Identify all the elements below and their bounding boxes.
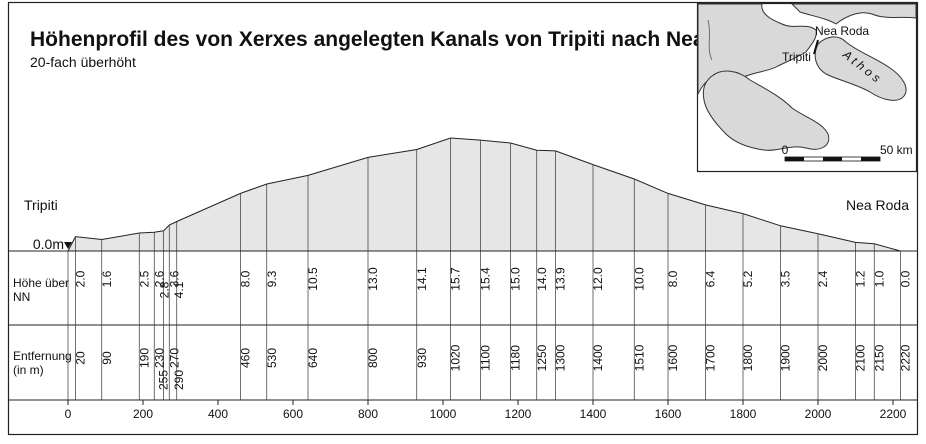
height-value-label: 14.1 bbox=[415, 267, 429, 291]
axis-tick-label: 1000 bbox=[430, 407, 457, 421]
height-value-label: 15.0 bbox=[509, 267, 523, 291]
scale-bar-start-label: 0 bbox=[782, 143, 789, 157]
distance-value-label: 1180 bbox=[509, 345, 523, 371]
distance-value-label: 1900 bbox=[779, 344, 793, 371]
height-value-label: 13.9 bbox=[554, 267, 568, 291]
axis-tick-label: 400 bbox=[208, 407, 228, 421]
distance-value-label: 1100 bbox=[479, 345, 493, 371]
axis-tick-label: 0 bbox=[65, 407, 72, 421]
distance-value-label: 530 bbox=[265, 348, 279, 368]
scale-bar-end-label: 50 km bbox=[880, 143, 913, 157]
axis-ticks-group: 0 200 400 600 800 1000 1200 1400 1600 1800 2000 220… bbox=[65, 400, 907, 421]
value-labels-group: 2.0 20 1.6 90 2.5 190 2.6 230 2.8 255 3.6 270 4.1 290… bbox=[74, 267, 913, 390]
axis-tick-label: 2200 bbox=[880, 407, 907, 421]
distance-value-label: 230 bbox=[152, 348, 166, 368]
figure-subtitle: 20-fach überhöht bbox=[30, 54, 136, 70]
height-value-label: 1.2 bbox=[854, 270, 868, 287]
distance-value-label: 1250 bbox=[535, 344, 549, 371]
distance-value-label: 800 bbox=[366, 348, 380, 368]
height-value-label: 15.4 bbox=[479, 267, 493, 291]
height-value-label: 8.0 bbox=[666, 270, 680, 287]
height-value-label: 2.0 bbox=[74, 270, 88, 287]
distance-value-label: 2100 bbox=[854, 344, 868, 371]
distance-row-label-line1: Entfernung bbox=[13, 349, 72, 363]
distance-value-label: 2150 bbox=[872, 344, 886, 371]
zero-level-marker bbox=[64, 242, 72, 249]
figure-border bbox=[7, 1, 919, 436]
distance-value-label: 255 bbox=[157, 370, 171, 390]
axis-tick-label: 600 bbox=[283, 407, 303, 421]
end-place-label: Nea Roda bbox=[846, 197, 909, 213]
height-value-label: 2.4 bbox=[816, 270, 830, 287]
height-value-label: 9.3 bbox=[265, 270, 279, 287]
distance-value-label: 1700 bbox=[704, 344, 718, 371]
distance-value-label: 90 bbox=[100, 351, 114, 365]
inset-map-north-coast bbox=[790, 3, 917, 25]
height-value-label: 8.0 bbox=[239, 270, 253, 287]
distance-value-label: 1020 bbox=[449, 344, 463, 371]
axis-tick-label: 1600 bbox=[655, 407, 682, 421]
inset-map-label-tripiti: Tripiti bbox=[782, 50, 811, 64]
height-value-label: 13.0 bbox=[366, 267, 380, 291]
distance-value-label: 640 bbox=[306, 348, 320, 368]
distance-value-label: 1800 bbox=[741, 344, 755, 371]
start-place-label: Tripiti bbox=[24, 197, 58, 213]
height-value-label: 12.0 bbox=[591, 267, 605, 291]
distance-value-label: 2220 bbox=[899, 344, 913, 371]
height-value-label: 1.0 bbox=[872, 270, 886, 287]
distance-value-label: 190 bbox=[137, 348, 151, 368]
profile-area-group bbox=[67, 137, 901, 252]
height-value-label: 10.5 bbox=[306, 267, 320, 291]
height-value-label: 3.5 bbox=[779, 270, 793, 287]
inset-map-scale-bar: 0 50 km bbox=[782, 143, 913, 162]
inset-map-label-nea-roda: Nea Roda bbox=[815, 24, 869, 38]
inset-map-river bbox=[707, 19, 713, 61]
inset-map-canal bbox=[813, 39, 819, 55]
height-row-label-line2: NN bbox=[13, 290, 30, 304]
height-value-label: 2.8 bbox=[158, 281, 172, 298]
distance-value-label: 1600 bbox=[666, 344, 680, 371]
distance-value-label: 2000 bbox=[816, 344, 830, 371]
height-value-label: 2.6 bbox=[152, 270, 166, 287]
axis-tick-label: 200 bbox=[133, 407, 153, 421]
distance-row-label-line2: (in m) bbox=[13, 363, 44, 377]
height-value-label: 15.7 bbox=[449, 267, 463, 291]
distance-value-label: 930 bbox=[415, 348, 429, 368]
height-value-label: 14.0 bbox=[535, 267, 549, 291]
column-lines-group bbox=[67, 137, 901, 400]
distance-value-label: 270 bbox=[167, 348, 181, 368]
height-value-label: 4.1 bbox=[172, 281, 186, 298]
height-value-label: 5.2 bbox=[741, 270, 755, 287]
height-value-label: 6.4 bbox=[704, 270, 718, 287]
scale-bar-segment-1 bbox=[785, 157, 804, 161]
height-value-label: 10.0 bbox=[632, 267, 646, 291]
inset-map-sithonia bbox=[702, 70, 830, 151]
inset-map-athos bbox=[814, 36, 907, 101]
axis-tick-label: 1800 bbox=[730, 407, 757, 421]
axis-tick-label: 800 bbox=[358, 407, 378, 421]
distance-value-label: 290 bbox=[172, 370, 186, 390]
distance-value-label: 1400 bbox=[591, 344, 605, 371]
profile-area bbox=[67, 137, 901, 252]
height-value-label: 0.0 bbox=[899, 270, 913, 287]
distance-value-label: 1300 bbox=[554, 344, 568, 371]
figure-title: Höhenprofil des von Xerxes angelegten Ka… bbox=[30, 28, 763, 51]
distance-value-label: 1510 bbox=[632, 344, 646, 371]
distance-value-label: 460 bbox=[239, 348, 253, 368]
height-value-label: 2.5 bbox=[137, 270, 151, 287]
height-row-label-line1: Höhe über bbox=[13, 276, 69, 290]
scale-bar-segment-3 bbox=[861, 157, 880, 161]
axis-tick-label: 2000 bbox=[805, 407, 832, 421]
zero-level-label: 0.0m bbox=[33, 236, 64, 252]
scale-bar-segment-2 bbox=[823, 157, 842, 161]
height-value-label: 1.6 bbox=[100, 270, 114, 287]
distance-value-label: 20 bbox=[74, 351, 88, 365]
axis-tick-label: 1200 bbox=[505, 407, 532, 421]
inset-map: Nea Roda Tripiti A t h o s 0 50 km bbox=[696, 2, 918, 173]
axis-tick-label: 1400 bbox=[580, 407, 607, 421]
height-value-label: 3.6 bbox=[167, 270, 181, 287]
